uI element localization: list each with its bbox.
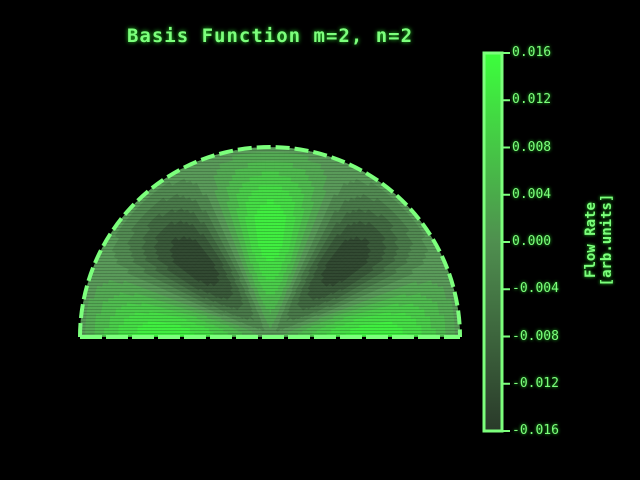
colorbar-tick-label: 0.004 <box>512 186 552 202</box>
colorbar <box>482 51 510 433</box>
colorbar-bar <box>482 51 504 433</box>
domain-arc <box>78 145 462 338</box>
colorbar-tick-label: -0.016 <box>512 423 559 438</box>
colorbar-axis-label: Flow Rate [arb.units] <box>583 193 615 287</box>
colorbar-tick-label: 0.012 <box>512 92 552 108</box>
colorbar-tick-label: 0.016 <box>512 45 552 60</box>
colorbar-tick-label: -0.012 <box>512 375 559 391</box>
domain-border <box>78 145 462 339</box>
colorbar-tick-label: 0.008 <box>512 139 552 155</box>
colorbar-tick-label: -0.008 <box>512 328 559 344</box>
colorbar-tick-label: -0.004 <box>512 281 559 297</box>
chart-title: Basis Function m=2, n=2 <box>126 25 414 47</box>
colorbar-tick-label: 0.000 <box>512 234 552 249</box>
